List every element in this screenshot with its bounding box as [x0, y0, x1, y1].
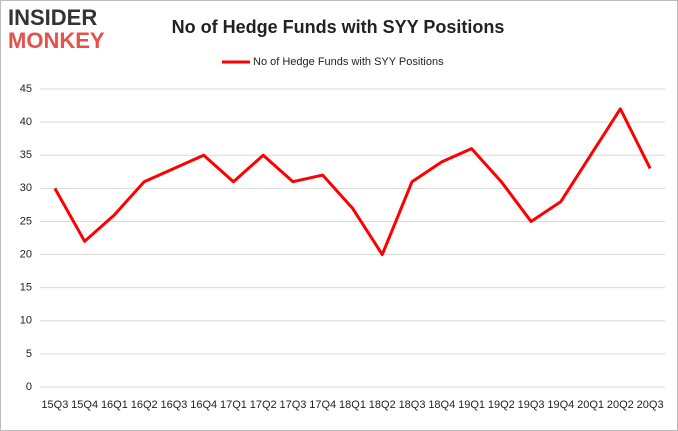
y-tick-label: 10	[20, 315, 32, 327]
x-tick-label: 17Q4	[309, 399, 336, 411]
y-tick-label: 35	[20, 149, 32, 161]
x-tick-label: 17Q1	[220, 399, 247, 411]
legend-label: No of Hedge Funds with SYY Positions	[253, 56, 444, 68]
x-tick-label: 16Q3	[160, 399, 187, 411]
x-tick-label: 19Q2	[488, 399, 515, 411]
data-line	[53, 107, 652, 257]
x-tick-label: 15Q4	[71, 399, 98, 411]
logo-top: INSIDER	[8, 5, 97, 30]
x-tick-label: 18Q2	[369, 399, 396, 411]
x-tick-label: 18Q1	[339, 399, 366, 411]
y-tick-label: 0	[26, 381, 32, 393]
x-tick-label: 15Q3	[41, 399, 68, 411]
x-tick-label: 20Q2	[607, 399, 634, 411]
x-tick-label: 19Q3	[518, 399, 545, 411]
y-tick-label: 45	[20, 83, 32, 95]
x-tick-label: 19Q4	[547, 399, 574, 411]
x-tick-label: 16Q1	[101, 399, 128, 411]
x-tick-label: 20Q1	[577, 399, 604, 411]
logo-bottom: MONKEY	[8, 28, 105, 53]
x-tick-label: 20Q3	[637, 399, 664, 411]
x-tick-label: 18Q4	[428, 399, 455, 411]
x-tick-label: 19Q1	[458, 399, 485, 411]
y-tick-label: 40	[20, 116, 32, 128]
x-tick-label: 17Q3	[280, 399, 307, 411]
chart-title: No of Hedge Funds with SYY Positions	[172, 17, 505, 37]
x-tick-label: 17Q2	[250, 399, 277, 411]
y-tick-label: 5	[26, 348, 32, 360]
y-tick-label: 30	[20, 182, 32, 194]
x-tick-label: 16Q4	[190, 399, 217, 411]
y-tick-label: 15	[20, 282, 32, 294]
y-tick-label: 20	[20, 248, 32, 260]
y-tick-label: 25	[20, 215, 32, 227]
x-tick-label: 16Q2	[131, 399, 158, 411]
x-tick-label: 18Q3	[399, 399, 426, 411]
